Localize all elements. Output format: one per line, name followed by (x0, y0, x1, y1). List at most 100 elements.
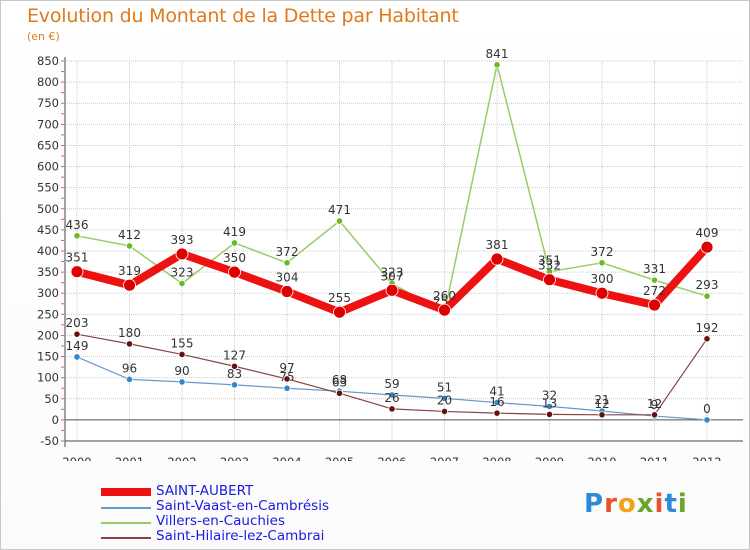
y-tick-label: 200 (37, 328, 59, 342)
data-point-saint-aubert (175, 247, 189, 261)
data-label-villers-en-cauchies: 372 (276, 245, 299, 259)
data-label-saint-hilaire-lez-cambrai: 180 (118, 326, 141, 340)
data-label-saint-hilaire-lez-cambrai: 26 (384, 391, 399, 405)
data-label-villers-en-cauchies: 372 (591, 245, 614, 259)
x-tick-label: 2011 (640, 455, 669, 461)
y-tick-label: -50 (40, 434, 59, 448)
data-point-saint-vaast-en-cambr-sis (230, 381, 239, 389)
legend-swatch-saint-aubert (101, 488, 151, 496)
data-label-saint-aubert: 300 (591, 272, 614, 286)
x-tick-label: 2006 (377, 455, 406, 461)
data-label-saint-aubert: 304 (276, 271, 299, 285)
data-point-villers-en-cauchies (598, 259, 606, 267)
data-label-saint-hilaire-lez-cambrai: 12 (647, 397, 662, 411)
data-point-saint-aubert (228, 265, 241, 279)
x-tick-label: 2012 (692, 455, 721, 461)
chart-title: Evolution du Montant de la Dette par Hab… (27, 5, 459, 27)
data-point-saint-hilaire-lez-cambrai (178, 350, 186, 359)
data-label-saint-hilaire-lez-cambrai: 13 (542, 396, 557, 410)
data-label-saint-aubert: 255 (328, 291, 351, 305)
data-label-saint-aubert: 351 (66, 251, 89, 265)
y-tick-label: 400 (37, 244, 59, 258)
data-point-villers-en-cauchies (73, 232, 81, 240)
data-label-villers-en-cauchies: 323 (381, 266, 404, 280)
data-point-saint-hilaire-lez-cambrai (73, 330, 81, 338)
legend-label: Saint-Hilaire-lez-Cambrai (156, 528, 325, 544)
data-point-saint-hilaire-lez-cambrai (125, 340, 134, 348)
data-label-saint-aubert: 350 (223, 251, 246, 265)
data-point-saint-hilaire-lez-cambrai (703, 335, 711, 343)
data-label-saint-hilaire-lez-cambrai: 97 (279, 361, 294, 375)
y-tick-label: 350 (37, 265, 59, 279)
data-point-saint-hilaire-lez-cambrai (493, 409, 501, 417)
data-label-saint-vaast-en-cambr-sis: 96 (122, 361, 137, 375)
y-tick-label: 850 (37, 54, 59, 68)
x-tick-label: 2000 (62, 455, 91, 461)
logo-letter: r (604, 489, 618, 519)
data-point-saint-vaast-en-cambr-sis (493, 398, 501, 407)
data-label-saint-vaast-en-cambr-sis: 149 (66, 339, 89, 353)
y-tick-label: 250 (37, 307, 59, 321)
data-label-saint-hilaire-lez-cambrai: 127 (223, 348, 246, 362)
data-point-saint-aubert (70, 265, 84, 279)
data-label-saint-hilaire-lez-cambrai: 63 (332, 375, 347, 389)
logo-letter: t (664, 489, 678, 519)
legend-label: Saint-Vaast-en-Cambrésis (156, 498, 329, 514)
x-tick-label: 2009 (535, 455, 564, 461)
legend-label: Villers-en-Cauchies (156, 513, 286, 529)
y-tick-label: 450 (37, 223, 59, 237)
y-tick-label: 750 (37, 96, 59, 110)
data-point-saint-hilaire-lez-cambrai (283, 375, 291, 383)
data-point-saint-hilaire-lez-cambrai (230, 362, 239, 370)
legend-swatch-villers (101, 522, 151, 524)
data-label-saint-vaast-en-cambr-sis: 0 (703, 402, 711, 416)
data-point-saint-aubert (595, 286, 609, 300)
data-label-villers-en-cauchies: 323 (171, 266, 194, 280)
logo-letter: i (654, 489, 665, 519)
data-label-saint-vaast-en-cambr-sis: 21 (594, 393, 609, 407)
data-label-saint-vaast-en-cambr-sis: 68 (332, 373, 347, 387)
chart-unit: (en €) (27, 30, 60, 43)
data-point-saint-vaast-en-cambr-sis (440, 394, 449, 402)
data-point-saint-aubert (648, 298, 661, 312)
data-label-villers-en-cauchies: 293 (696, 278, 719, 292)
data-label-saint-hilaire-lez-cambrai: 192 (696, 321, 719, 335)
data-point-saint-aubert (385, 283, 399, 297)
data-point-saint-aubert (280, 285, 294, 298)
logo-letter: x (636, 489, 655, 519)
data-label-saint-vaast-en-cambr-sis: 90 (174, 364, 189, 378)
data-point-villers-en-cauchies (493, 61, 501, 69)
data-point-villers-en-cauchies (125, 242, 134, 250)
y-tick-label: 0 (52, 413, 59, 427)
data-point-villers-en-cauchies (283, 259, 291, 267)
data-label-saint-vaast-en-cambr-sis: 32 (542, 388, 557, 402)
data-label-saint-aubert: 332 (538, 259, 561, 273)
data-point-villers-en-cauchies (650, 276, 659, 284)
line-chart: -500501001502002503003504004505005506006… (37, 47, 743, 461)
data-label-saint-hilaire-lez-cambrai: 12 (594, 397, 609, 411)
data-label-saint-vaast-en-cambr-sis: 51 (437, 380, 452, 394)
data-point-saint-hilaire-lez-cambrai (335, 389, 344, 397)
data-point-saint-aubert (543, 273, 556, 287)
x-tick-label: 2004 (272, 455, 301, 461)
y-tick-label: 50 (44, 392, 59, 406)
data-point-saint-vaast-en-cambr-sis (545, 402, 554, 410)
logo-letter: i (677, 489, 688, 519)
logo-letter: o (617, 489, 637, 519)
data-label-saint-aubert: 393 (171, 233, 194, 247)
data-point-saint-aubert (490, 252, 504, 266)
data-point-saint-hilaire-lez-cambrai (388, 405, 396, 413)
data-label-villers-en-cauchies: 841 (486, 47, 509, 61)
logo-letter: P (584, 489, 605, 519)
data-label-saint-vaast-en-cambr-sis: 83 (227, 367, 242, 381)
y-tick-label: 600 (37, 160, 59, 174)
data-point-villers-en-cauchies (178, 279, 186, 288)
y-tick-label: 650 (37, 138, 59, 152)
data-label-villers-en-cauchies: 351 (538, 254, 561, 268)
legend-swatch-saint-hilaire (101, 537, 151, 539)
data-point-saint-vaast-en-cambr-sis (283, 384, 291, 392)
x-tick-label: 2010 (587, 455, 616, 461)
y-tick-label: 500 (37, 202, 59, 216)
